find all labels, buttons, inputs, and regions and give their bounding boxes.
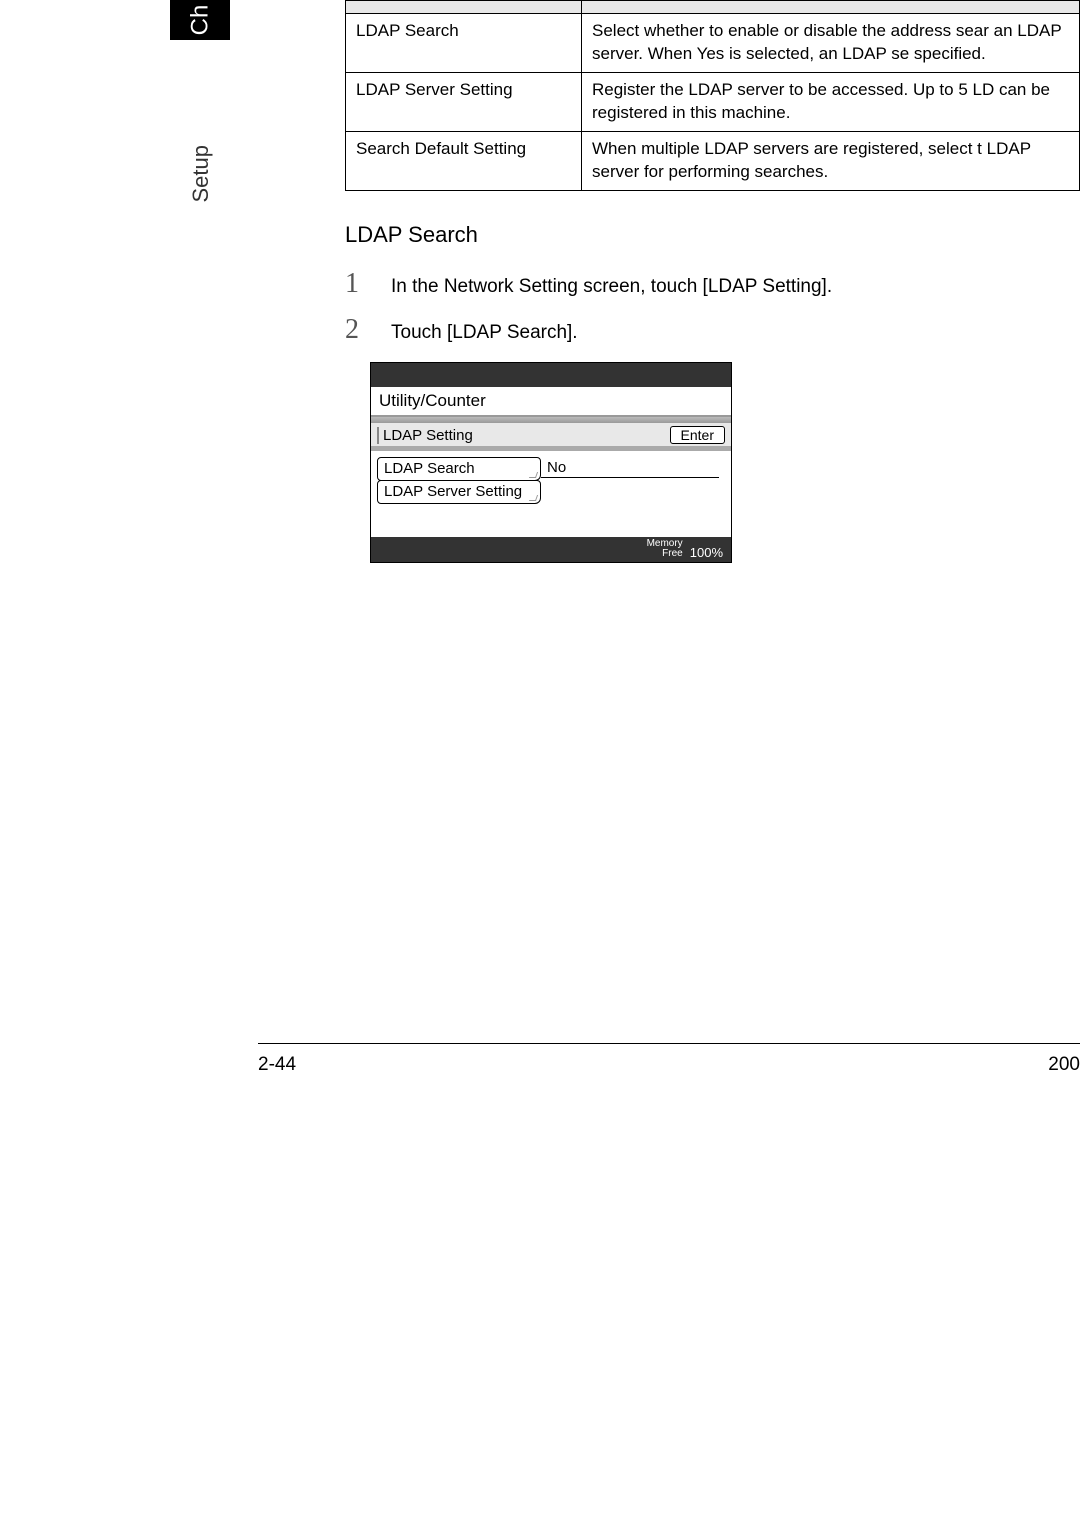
step-item: 2 Touch [LDAP Search]. (345, 314, 1045, 346)
table-row: LDAP Server Setting Register the LDAP se… (346, 72, 1080, 131)
table-header-row (346, 1, 1080, 14)
memory-free-value: 100% (686, 545, 723, 560)
page-number-left: 2-44 (258, 1054, 296, 1076)
device-option-row: LDAP Server Setting (377, 480, 725, 503)
ldap-settings-table: LDAP Search Select whether to enable or … (345, 0, 1080, 191)
device-topbar (371, 363, 731, 387)
step-text: Touch [LDAP Search]. (391, 320, 578, 344)
step-number: 2 (345, 314, 391, 346)
footer-rule (258, 1043, 1080, 1044)
table-cell-desc: When multiple LDAP servers are registere… (582, 131, 1080, 190)
table-cell-item: LDAP Server Setting (346, 72, 582, 131)
table-cell-item: Search Default Setting (346, 131, 582, 190)
setup-side-label-text: Setup (188, 145, 214, 203)
device-screenshot: Utility/Counter LDAP Setting Enter LDAP … (370, 362, 732, 563)
ldap-search-button[interactable]: LDAP Search (377, 457, 541, 481)
step-number: 1 (345, 268, 391, 300)
table-header-cell-1 (346, 1, 582, 14)
device-subhead-label: LDAP Setting (377, 427, 670, 444)
table-row: LDAP Search Select whether to enable or … (346, 14, 1080, 73)
setup-side-label: Setup (188, 145, 214, 208)
section-heading: LDAP Search (345, 222, 478, 248)
chapter-tab: Ch (170, 0, 230, 40)
table-header-cell-2 (582, 1, 1080, 14)
enter-button[interactable]: Enter (670, 426, 725, 444)
table-row: Search Default Setting When multiple LDA… (346, 131, 1080, 190)
table-cell-item: LDAP Search (346, 14, 582, 73)
device-option-row: LDAP Search No (377, 457, 725, 480)
table-cell-desc: Register the LDAP server to be accessed.… (582, 72, 1080, 131)
chapter-tab-label: Ch (186, 5, 214, 36)
ldap-server-setting-button[interactable]: LDAP Server Setting (377, 480, 541, 504)
step-text: In the Network Setting screen, touch [LD… (391, 274, 832, 298)
memory-free-label: MemoryFree (647, 539, 683, 559)
device-subhead-row: LDAP Setting Enter (371, 423, 731, 446)
device-footer: MemoryFree 100% (371, 537, 731, 562)
step-item: 1 In the Network Setting screen, touch [… (345, 268, 1045, 300)
steps-list: 1 In the Network Setting screen, touch [… (345, 268, 1045, 360)
device-title: Utility/Counter (371, 387, 731, 417)
device-body: LDAP Search No LDAP Server Setting (371, 451, 731, 537)
ldap-server-setting-value (541, 491, 719, 492)
page-number-right: 200 (1048, 1054, 1080, 1076)
ldap-search-value: No (541, 459, 719, 478)
table-cell-desc: Select whether to enable or disable the … (582, 14, 1080, 73)
